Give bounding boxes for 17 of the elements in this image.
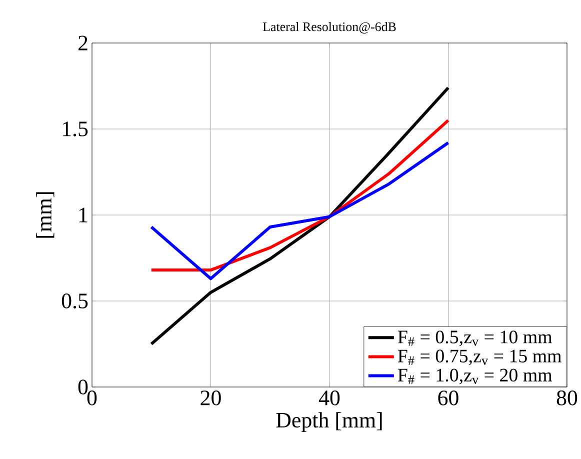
x-tick-label: 60	[438, 390, 458, 406]
line-series	[150, 118, 450, 272]
y-tick-label: 0	[78, 380, 88, 394]
y-tick-label: 1	[79, 208, 88, 222]
x-tick-label: 40	[318, 390, 340, 406]
y-tick-label: 2	[78, 36, 88, 50]
x-tick-label: 80	[556, 390, 578, 406]
x-axis-title: Depth [mm]	[276, 412, 382, 432]
legend-label: F$_{#}$ = 1.0,z$_{v}$ = 20 mm	[398, 368, 552, 384]
x-tick-label: 20	[200, 390, 221, 406]
legend-label: F$_{#}$ = 0.5,z$_{v}$ = 10 mm	[398, 330, 552, 346]
y-tick-label: 1.5	[63, 122, 88, 136]
y-tick-label: 0.5	[62, 294, 88, 308]
y-axis-title: [mm]	[36, 192, 54, 238]
legend-label: F$_{#}$ = 0.75,z$_{v}$ = 15 mm	[398, 350, 562, 366]
chart-title: Lateral Resolution@-6dB	[262, 22, 396, 34]
line-series	[150, 141, 450, 280]
